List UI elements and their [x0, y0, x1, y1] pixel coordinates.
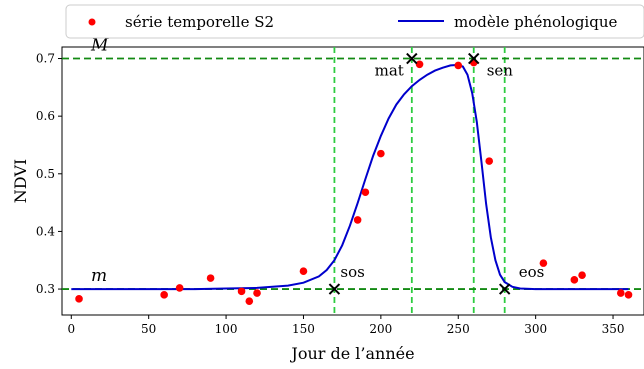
x-tick-label-150: 150 [292, 322, 315, 336]
data-point [353, 216, 362, 224]
x-tick-label-350: 350 [602, 322, 625, 336]
x-tick-label-250: 250 [447, 322, 470, 336]
y-tick-label-3: 0.6 [36, 109, 55, 123]
marker-label-mat: mat [375, 62, 404, 80]
marker-eos [498, 283, 511, 295]
x-tick-label-300: 300 [524, 322, 547, 336]
x-tick-label-50: 50 [141, 322, 156, 336]
level-lines: Mm [62, 36, 644, 290]
data-point [175, 284, 184, 292]
guide-lines [333, 47, 506, 315]
plot-frame [61, 46, 644, 316]
y-ticks: 0.3 0.4 0.5 0.6 0.7 [36, 52, 62, 296]
points-group [75, 58, 633, 305]
legend: série temporelle S2 modèle phénologique [65, 4, 644, 39]
legend-points-swatch [88, 18, 96, 26]
data-point [485, 157, 494, 165]
data-point [206, 274, 215, 282]
markers-group: sos mat sen eos [328, 52, 545, 295]
data-point [237, 287, 246, 296]
x-ticks: 0 50 100 150 200 250 300 350 [67, 315, 624, 336]
x-tick-label-100: 100 [215, 322, 238, 336]
data-point [253, 289, 261, 297]
legend-points-label: série temporelle S2 [125, 13, 274, 31]
marker-label-eos: eos [519, 263, 545, 281]
model-curve-group [71, 63, 629, 291]
data-point [160, 291, 168, 299]
x-axis-label: Jour de l’année [289, 344, 414, 363]
legend-box [65, 4, 644, 39]
y-axis-label: NDVI [11, 159, 30, 203]
data-point [245, 297, 254, 305]
legend-model-label: modèle phénologique [454, 13, 617, 31]
data-point [578, 271, 586, 280]
level-label-m: m [91, 266, 107, 286]
y-tick-label-0: 0.3 [36, 282, 55, 296]
marker-label-sen: sen [487, 62, 514, 80]
model-curve [71, 63, 629, 291]
marker-sos [328, 283, 341, 295]
data-point [539, 259, 548, 267]
marker-label-sos: sos [340, 263, 364, 281]
x-tick-label-0: 0 [67, 322, 75, 336]
y-tick-label-4: 0.7 [36, 52, 55, 66]
level-label-M: M [90, 36, 109, 56]
data-point [299, 267, 308, 275]
y-tick-label-2: 0.5 [36, 167, 55, 181]
data-point [415, 60, 424, 69]
data-point [624, 291, 633, 299]
x-tick-label-200: 200 [369, 322, 392, 336]
data-point [75, 295, 83, 303]
y-tick-label-1: 0.4 [36, 224, 55, 238]
marker-mat [406, 52, 418, 65]
data-point [377, 149, 385, 158]
marker-sen [468, 52, 480, 65]
data-point [454, 61, 463, 70]
data-point [616, 289, 625, 297]
data-point [570, 276, 579, 284]
data-point [361, 188, 370, 197]
